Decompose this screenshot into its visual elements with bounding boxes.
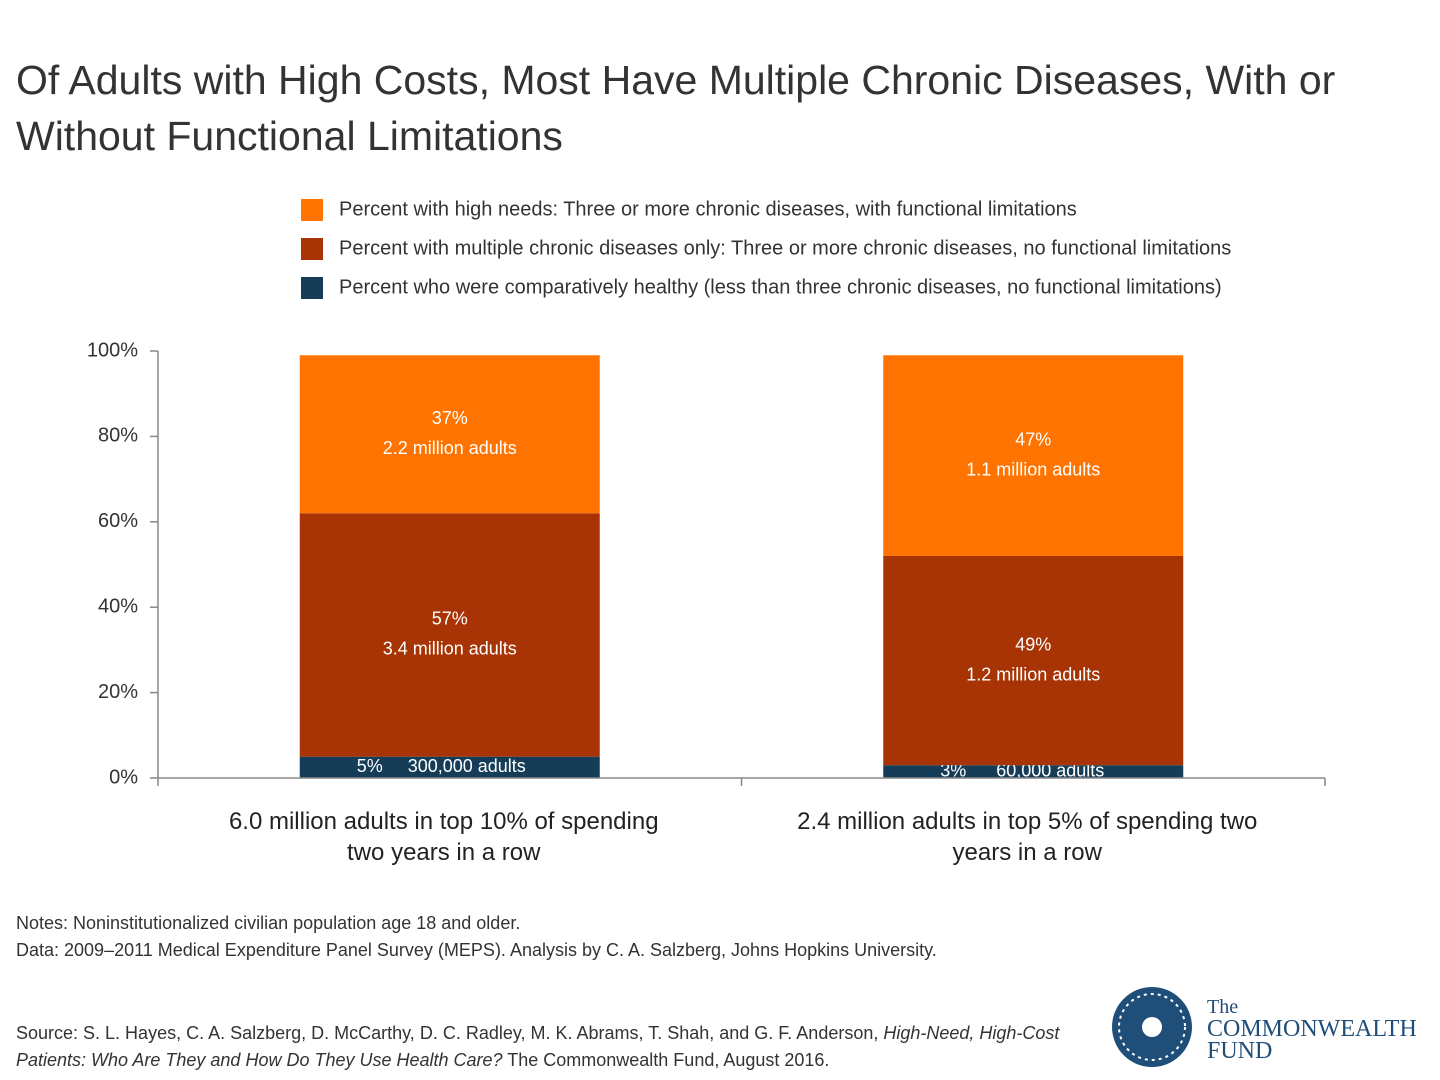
logo-text: The bbox=[1207, 996, 1239, 1018]
notes: Notes: Noninstitutionalized civilian pop… bbox=[16, 910, 937, 964]
value-label: 5% bbox=[357, 756, 383, 776]
y-tick-label: 20% bbox=[98, 681, 138, 703]
x-tick-label: 2.4 million adults in top 5% of spending… bbox=[797, 808, 1258, 866]
y-tick-label: 80% bbox=[98, 425, 138, 447]
logo-text: FUND bbox=[1207, 1038, 1273, 1064]
logo: The COMMONWEALTH FUND bbox=[1207, 996, 1417, 1064]
legend-label: Percent with high needs: Three or more c… bbox=[339, 198, 1077, 220]
value-label: 57% bbox=[432, 609, 468, 629]
source-title: High-Need, High-Cost Patients: Who Are T… bbox=[16, 1023, 1060, 1070]
source: Source: S. L. Hayes, C. A. Salzberg, D. … bbox=[16, 1020, 1076, 1074]
bar-segment bbox=[883, 555, 1184, 766]
note: Data: 2009–2011 Medical Expenditure Pane… bbox=[16, 940, 937, 960]
logo-emblem bbox=[1112, 987, 1192, 1067]
count-label: 3.4 million adults bbox=[383, 639, 517, 659]
bar-segment bbox=[299, 355, 600, 514]
bar-segment bbox=[299, 513, 600, 757]
y-tick-label: 60% bbox=[98, 510, 138, 532]
legend-swatch bbox=[301, 277, 323, 299]
y-tick-label: 40% bbox=[98, 595, 138, 617]
count-label: 2.2 million adults bbox=[383, 438, 517, 458]
source-text: Source: S. L. Hayes, C. A. Salzberg, D. … bbox=[16, 1023, 884, 1043]
y-tick-label: 0% bbox=[109, 766, 138, 788]
y-tick-label: 100% bbox=[87, 339, 138, 361]
legend-label: Percent who were comparatively healthy (… bbox=[339, 276, 1222, 298]
count-label: 1.2 million adults bbox=[966, 664, 1100, 684]
note: Notes: Noninstitutionalized civilian pop… bbox=[16, 913, 521, 933]
legend-label: Percent with multiple chronic diseases o… bbox=[339, 237, 1231, 259]
count-label: 60,000 adults bbox=[996, 760, 1104, 780]
count-label: 1.1 million adults bbox=[966, 459, 1100, 479]
value-label: 37% bbox=[432, 408, 468, 428]
bar-segment bbox=[299, 756, 600, 778]
value-label: 47% bbox=[1015, 429, 1051, 449]
bar-segment bbox=[883, 765, 1184, 778]
chart-title: Of Adults with High Costs, Most Have Mul… bbox=[16, 57, 1336, 159]
logo-text: COMMONWEALTH bbox=[1207, 1016, 1417, 1042]
bar-segment bbox=[883, 355, 1184, 556]
source-text: The Commonwealth Fund, August 2016. bbox=[502, 1050, 830, 1070]
count-label: 300,000 adults bbox=[408, 756, 526, 776]
value-label: 49% bbox=[1015, 634, 1051, 654]
value-label: 3% bbox=[940, 760, 966, 780]
x-tick-label: 6.0 million adults in top 10% of spendin… bbox=[228, 808, 659, 866]
legend-swatch bbox=[301, 199, 323, 221]
legend-swatch bbox=[301, 238, 323, 260]
